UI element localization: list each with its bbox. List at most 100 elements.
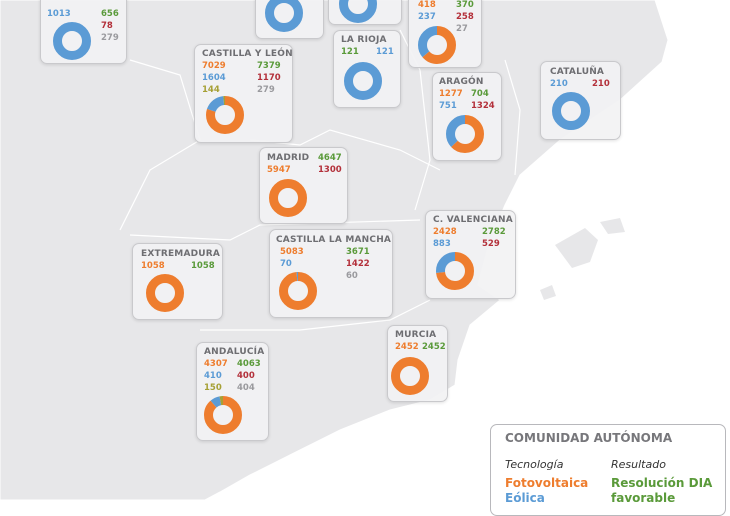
value-favorable: 121: [341, 47, 359, 57]
region-name: CASTILLA LA MANCHA: [276, 235, 392, 245]
donut-segment-eolica: [344, 62, 382, 100]
value-foto: 418: [418, 0, 436, 10]
value-favorable: 704: [471, 89, 489, 99]
value-favorable: 4063: [237, 359, 261, 369]
value-otra: 150: [204, 383, 222, 393]
region-name: CATALUÑA: [550, 67, 605, 77]
value-desfavorable: 1300: [318, 165, 342, 175]
value-foto: 5083: [280, 247, 304, 257]
region-name: LA RIOJA: [341, 35, 387, 45]
value-eolica: 237: [418, 12, 436, 22]
value-favorable: 4647: [318, 153, 342, 163]
value-eolica: 1013: [47, 9, 71, 19]
region-box-valencia: C. VALENCIANA 2428 2782 883 529: [425, 210, 516, 299]
technology-donut: [344, 62, 382, 100]
value-favorable: 370: [456, 0, 474, 10]
technology-donut: [206, 96, 244, 134]
region-name: EXTREMADURA: [141, 249, 221, 259]
region-box-andalucia: ANDALUCÍA 4307 4063 410 400 150 404: [196, 342, 269, 441]
region-name: ANDALUCÍA: [204, 347, 265, 357]
value-otro: 60: [346, 271, 358, 281]
donut-segment-eolica: [446, 115, 484, 153]
region-box-aragon: ARAGÓN 1277 704 751 1324: [432, 72, 502, 161]
balearic-islands: [540, 218, 625, 300]
region-box-galicia: GALICIA 1013 656 78 279: [40, 0, 127, 64]
value-eolica: 210: [550, 79, 568, 89]
donut-segment-eolica: [436, 252, 474, 290]
value-eolica: 121: [376, 47, 394, 57]
value-foto: 4307: [204, 359, 228, 369]
value-otra: 144: [202, 85, 220, 95]
technology-donut: [269, 179, 307, 217]
technology-donut: [53, 22, 91, 60]
donut-segment-otra: [204, 396, 242, 434]
region-name: C. VALENCIANA: [433, 215, 513, 225]
region-name: MURCIA: [395, 330, 437, 340]
technology-donut: [146, 274, 184, 312]
value-eolica: 751: [439, 101, 457, 111]
value-desfavorable: 1422: [346, 259, 370, 269]
region-box-navarra: 418 370 237 258 27: [408, 0, 482, 68]
donut-segment-otra: [206, 96, 244, 134]
technology-donut: [418, 26, 456, 64]
value-desfavorable: 400: [237, 371, 255, 381]
legend-favorable: Resolución DIA favorable: [611, 476, 713, 505]
value-favorable: 656: [101, 9, 119, 19]
region-box-madrid: MADRID 5947 4647 1300: [259, 147, 348, 224]
donut-segment-eolica: [265, 0, 303, 32]
value-favorable: 1058: [191, 261, 215, 271]
value-desfavorable: 210: [592, 79, 610, 89]
value-desfavorable: 258: [456, 12, 474, 22]
legend: COMUNIDAD AUTÓNOMA Tecnología Resultado …: [490, 424, 726, 516]
donut-segment-foto: [269, 179, 307, 217]
value-favorable: 2782: [482, 227, 506, 237]
technology-donut: [391, 357, 429, 395]
technology-donut: [552, 92, 590, 130]
technology-donut: [339, 0, 377, 23]
legend-tech-heading: Tecnología: [505, 458, 564, 471]
donut-segment-eolica: [552, 92, 590, 130]
donut-segment-eolica: [279, 272, 317, 310]
value-desfavorable: 78: [101, 21, 113, 31]
value-foto: 7029: [202, 61, 226, 71]
technology-donut: [436, 252, 474, 290]
region-box-cataluna: CATALUÑA 210 210: [540, 61, 621, 140]
region-name: ARAGÓN: [439, 77, 484, 87]
value-foto: 1277: [439, 89, 463, 99]
technology-donut: [204, 396, 242, 434]
region-name: GALICIA: [47, 0, 89, 4]
region-name: CASTILLA Y LEÓN: [202, 49, 293, 59]
legend-title: COMUNIDAD AUTÓNOMA: [505, 431, 673, 445]
region-box-top1: [255, 0, 324, 39]
legend-result-heading: Resultado: [611, 458, 666, 471]
donut-segment-eolica: [418, 26, 456, 64]
legend-eolica: Eólica: [505, 491, 545, 505]
value-favorable: 2452: [422, 342, 446, 352]
value-favorable: 7379: [257, 61, 281, 71]
value-foto: 2428: [433, 227, 457, 237]
value-desfavorable: 1170: [257, 73, 281, 83]
legend-fotovoltaica: Fotovoltaica: [505, 476, 589, 490]
value-favorable: 3671: [346, 247, 370, 257]
value-eolica: 1604: [202, 73, 226, 83]
value-otro: 279: [257, 85, 275, 95]
value-desfavorable: 529: [482, 239, 500, 249]
region-name: MADRID: [267, 153, 310, 163]
value-eolica: 70: [280, 259, 292, 269]
value-otro: 279: [101, 33, 119, 43]
donut-segment-foto: [391, 357, 429, 395]
value-otro: 404: [237, 383, 255, 393]
region-box-clm: CASTILLA LA MANCHA 5083 3671 70 1422 60: [269, 229, 393, 318]
donut-segment-eolica: [339, 0, 377, 23]
technology-donut: [279, 272, 317, 310]
value-desfavorable: 1324: [471, 101, 495, 111]
region-box-cyl: CASTILLA Y LEÓN 7029 7379 1604 1170 144 279: [194, 44, 293, 143]
value-eolica: 883: [433, 239, 451, 249]
value-foto: 2452: [395, 342, 419, 352]
value-otro: 27: [456, 24, 468, 34]
region-box-rioja: LA RIOJA 121 121: [333, 30, 401, 108]
region-box-top2: [328, 0, 402, 25]
donut-segment-eolica: [53, 22, 91, 60]
value-foto: 1058: [141, 261, 165, 271]
value-foto: 5947: [267, 165, 291, 175]
